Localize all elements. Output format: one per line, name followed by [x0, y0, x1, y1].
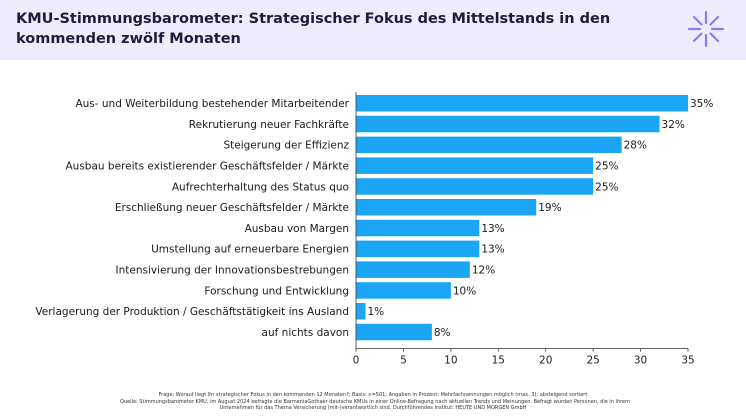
bar-chart: Aus- und Weiterbildung bestehender Mitar…: [35, 92, 713, 367]
category-label: Verlagerung der Produktion / Geschäftstä…: [35, 306, 349, 318]
bar: [356, 303, 366, 320]
category-label: Umstellung auf erneuerbare Energien: [151, 244, 349, 256]
category-label: Aufrechterhaltung des Status quo: [172, 181, 349, 193]
x-tick-label: 10: [444, 355, 457, 367]
x-tick-label: 20: [539, 355, 552, 367]
x-tick-label: 25: [586, 355, 599, 367]
asterisk-burst-icon: [687, 10, 725, 48]
bar: [356, 199, 537, 216]
bar: [356, 323, 432, 341]
category-label: Forschung und Entwicklung: [204, 285, 349, 297]
data-label: 32%: [662, 119, 685, 131]
bar: [356, 95, 688, 112]
chart-title: KMU-Stimmungsbarometer: Strategischer Fo…: [16, 11, 611, 47]
category-label: Rekrutierung neuer Fachkräfte: [189, 119, 349, 131]
data-label: 8%: [434, 327, 451, 339]
data-label: 13%: [481, 223, 504, 235]
footnote: Frage: Worauf liegt Ihr strategischer Fo…: [120, 392, 630, 412]
data-label: 25%: [595, 160, 618, 172]
data-label: 19%: [538, 202, 561, 214]
data-label: 12%: [472, 264, 495, 276]
footnote-source: Quelle: Stimmungsbarometer KMU, im Augus…: [120, 398, 630, 405]
footnote-institute: Unternehmen für das Thema Versicherung (…: [219, 405, 527, 411]
x-tick-label: 0: [353, 355, 360, 367]
data-label: 28%: [624, 140, 647, 152]
data-label: 10%: [453, 285, 476, 297]
bar: [356, 178, 594, 195]
data-label: 1%: [367, 306, 384, 318]
bar: [356, 240, 480, 258]
category-label: Intensivierung der Innovationsbestrebung…: [116, 264, 349, 276]
category-label: Steigerung der Effizienz: [223, 140, 349, 152]
x-tick-label: 30: [634, 355, 647, 367]
category-label: Ausbau bereits existierender Geschäftsfe…: [66, 160, 350, 172]
data-label: 25%: [595, 181, 618, 193]
header-banner: KMU-Stimmungsbarometer: Strategischer Fo…: [0, 0, 746, 60]
footnote-question: Frage: Worauf liegt Ihr strategischer Fo…: [158, 392, 588, 398]
bar: [356, 282, 451, 299]
bar: [356, 157, 594, 174]
category-label: Erschließung neuer Geschäftsfelder / Mär…: [115, 202, 349, 214]
data-label: 35%: [690, 98, 713, 110]
bar: [356, 219, 480, 237]
x-tick-label: 15: [492, 355, 505, 367]
category-label: Ausbau von Margen: [245, 223, 349, 235]
bar: [356, 136, 622, 154]
bar: [356, 115, 660, 133]
x-tick-label: 35: [681, 355, 694, 367]
x-tick-label: 5: [400, 355, 407, 367]
category-label: Aus- und Weiterbildung bestehender Mitar…: [75, 98, 349, 110]
category-label: auf nichts davon: [262, 327, 349, 339]
bar: [356, 261, 470, 278]
data-label: 13%: [481, 244, 504, 256]
